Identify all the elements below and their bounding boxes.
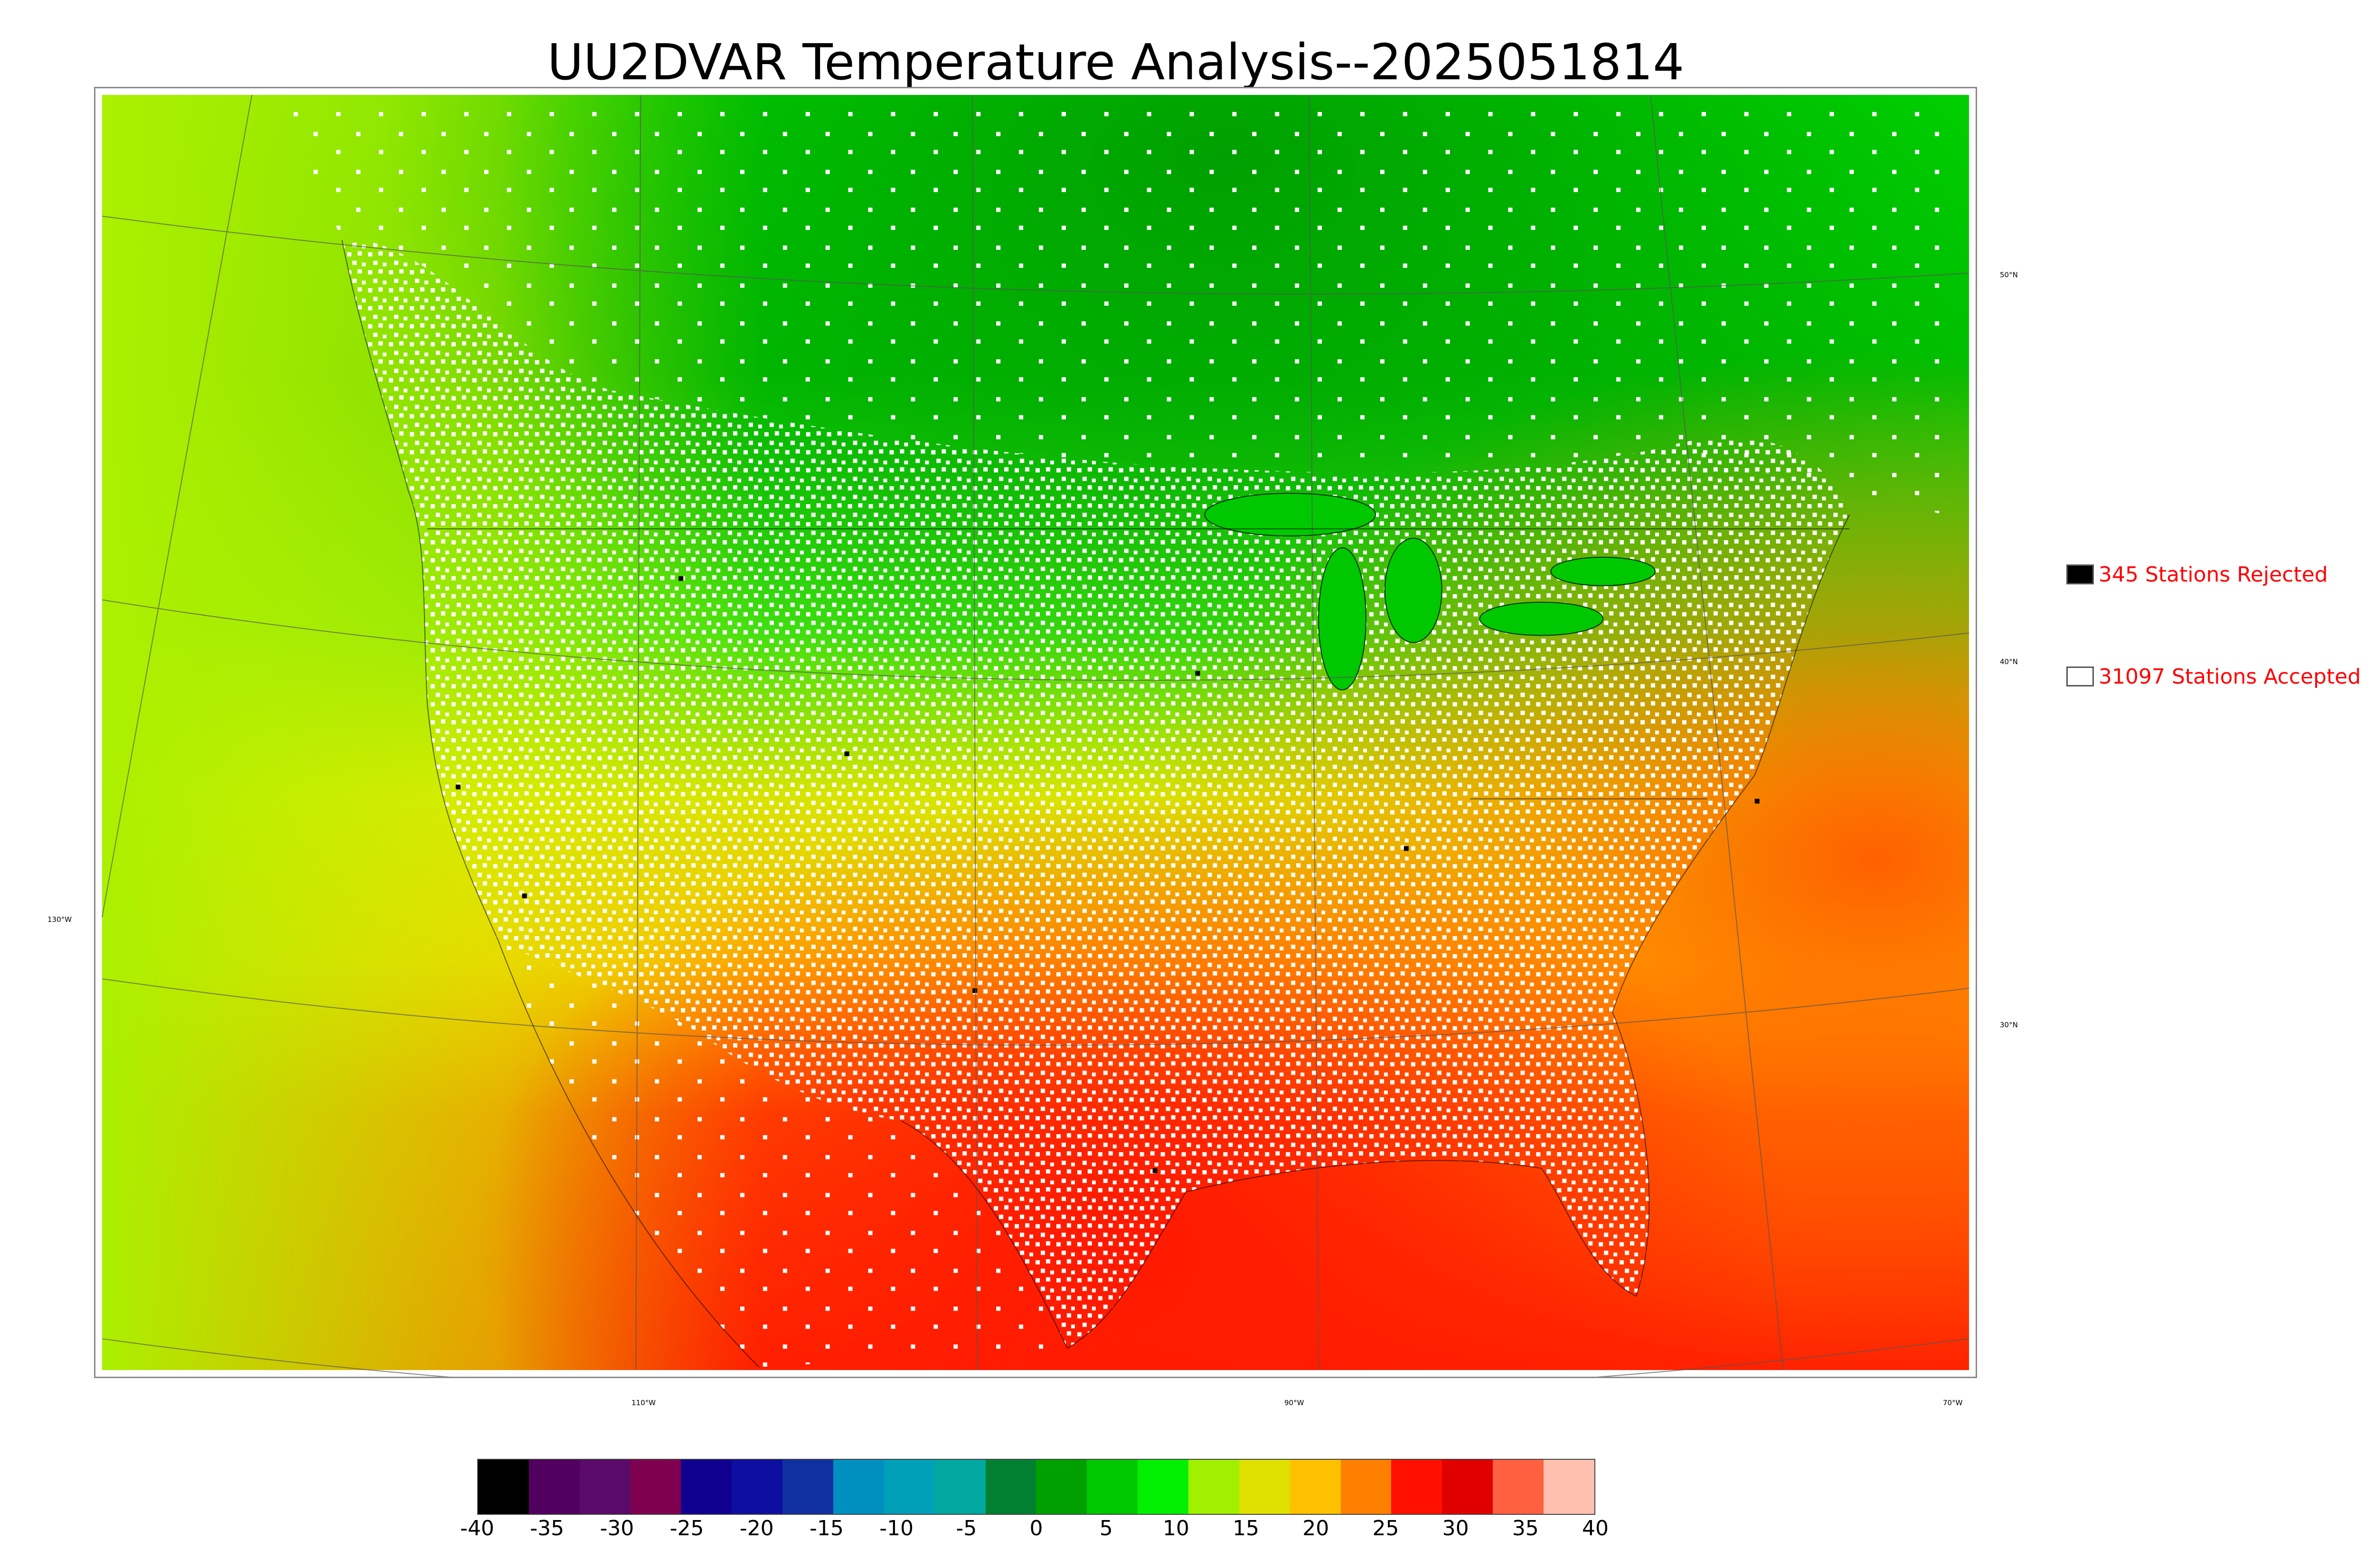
colorbar-segment bbox=[528, 1460, 580, 1514]
accepted-label: 31097 Stations Accepted bbox=[2099, 664, 2361, 689]
great-lakes bbox=[1204, 493, 1656, 691]
colorbar-segment bbox=[934, 1460, 986, 1514]
colorbar-tick-label: 10 bbox=[1162, 1516, 1189, 1540]
colorbar-segment bbox=[1442, 1460, 1493, 1514]
colorbar-segment bbox=[1391, 1460, 1442, 1514]
colorbar-segment bbox=[884, 1460, 935, 1514]
lon-label-130w: 130°W bbox=[47, 915, 72, 924]
colorbar-segment bbox=[833, 1460, 884, 1514]
rejected-label: 345 Stations Rejected bbox=[2099, 562, 2328, 587]
colorbar-tick-label: 15 bbox=[1233, 1516, 1260, 1540]
colorbar-tick-label: 20 bbox=[1302, 1516, 1329, 1540]
colorbar-segment bbox=[1188, 1460, 1239, 1514]
temperature-map bbox=[94, 87, 1977, 1378]
colorbar-segment bbox=[782, 1460, 834, 1514]
colorbar-tick-label: 35 bbox=[1512, 1516, 1539, 1540]
colorbar-tick-label: 0 bbox=[1029, 1516, 1043, 1540]
colorbar-tick-label: -20 bbox=[739, 1516, 774, 1540]
colorbar-segment bbox=[1493, 1460, 1544, 1514]
colorbar-tick-label: 30 bbox=[1442, 1516, 1469, 1540]
colorbar-segment bbox=[1239, 1460, 1290, 1514]
colorbar-segment bbox=[985, 1460, 1036, 1514]
accepted-swatch bbox=[2066, 667, 2094, 686]
colorbar-tick-label: -25 bbox=[669, 1516, 704, 1540]
colorbar-tick-label: 5 bbox=[1099, 1516, 1113, 1540]
canada-station-markers bbox=[285, 107, 1945, 515]
colorbar-tick-label: -35 bbox=[530, 1516, 565, 1540]
colorbar-tick-label: 40 bbox=[1582, 1516, 1609, 1540]
colorbar-tick-label: -30 bbox=[600, 1516, 634, 1540]
accepted-station-markers bbox=[342, 239, 1850, 1349]
colorbar-segment bbox=[681, 1460, 732, 1514]
graticule bbox=[101, 94, 1969, 1377]
colorbar-tick-label: -40 bbox=[460, 1516, 494, 1540]
colorbar-segment bbox=[1290, 1460, 1341, 1514]
colorbar-segment bbox=[478, 1460, 529, 1514]
legend-rejected: 345 Stations Rejected bbox=[2066, 560, 2328, 589]
lat-label-40n: 40°N bbox=[2000, 657, 2018, 666]
mexico-station-markers bbox=[498, 941, 1067, 1368]
legend-accepted: 31097 Stations Accepted bbox=[2066, 662, 2361, 691]
colorbar-segment bbox=[732, 1460, 783, 1514]
lon-label-90w: 90°W bbox=[1284, 1399, 1304, 1407]
colorbar-segment bbox=[1544, 1460, 1594, 1514]
colorbar-segment bbox=[1087, 1460, 1138, 1514]
rejected-swatch bbox=[2066, 564, 2094, 584]
page-title: UU2DVAR Temperature Analysis--2025051814 bbox=[547, 33, 1685, 91]
lon-label-70w: 70°W bbox=[1943, 1399, 1963, 1407]
boundary-lines bbox=[341, 240, 1850, 1368]
lat-label-30n: 30°N bbox=[2000, 1021, 2018, 1029]
colorbar-segment bbox=[1138, 1460, 1189, 1514]
colorbar-tick-label: -15 bbox=[810, 1516, 844, 1540]
colorbar-segment bbox=[579, 1460, 631, 1514]
temperature-colorbar bbox=[477, 1459, 1595, 1515]
temperature-field bbox=[101, 94, 1969, 1377]
colorbar-segment bbox=[1036, 1460, 1087, 1514]
lat-label-50n: 50°N bbox=[2000, 271, 2018, 279]
colorbar-segment bbox=[1340, 1460, 1392, 1514]
colorbar-tick-label: 25 bbox=[1372, 1516, 1399, 1540]
lon-label-110w: 110°W bbox=[631, 1399, 656, 1407]
colorbar-segment bbox=[630, 1460, 681, 1514]
colorbar-tick-label: -10 bbox=[879, 1516, 914, 1540]
colorbar-tick-label: -5 bbox=[956, 1516, 977, 1540]
